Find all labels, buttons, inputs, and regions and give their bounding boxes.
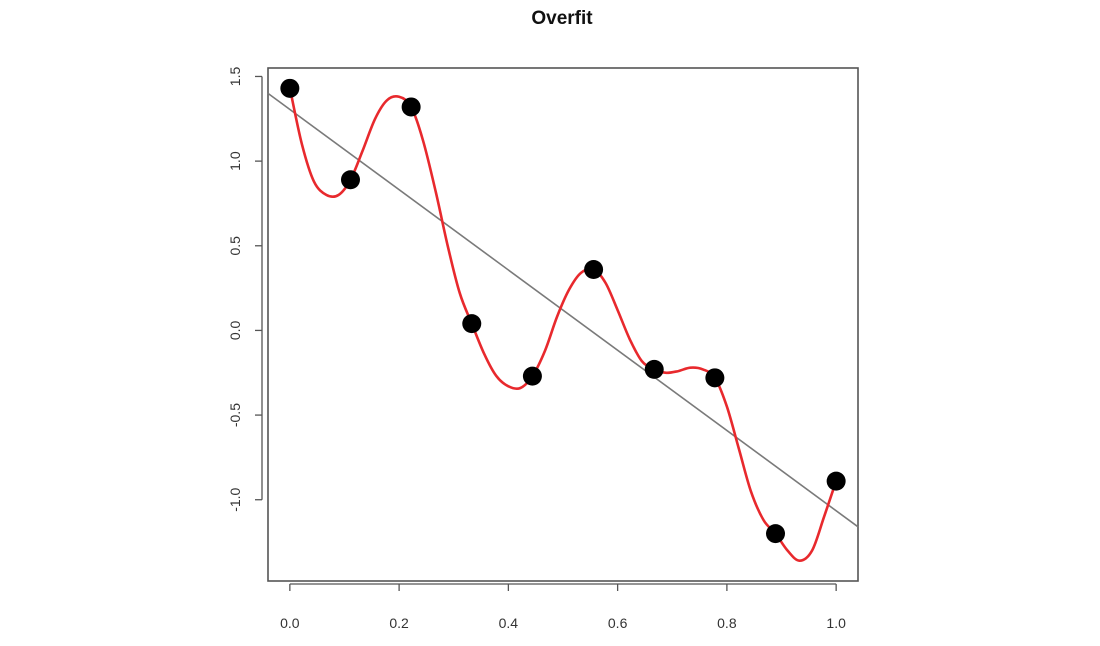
y-tick-label: 0.5 [227,236,243,256]
data-point [340,170,360,190]
data-point [705,368,725,388]
data-point [644,359,664,379]
x-tick-label: 0.0 [280,615,300,631]
x-tick-label: 0.4 [499,615,519,631]
x-tick-label: 0.2 [389,615,409,631]
chart-title: Overfit [531,8,593,29]
y-tick-label: 0.0 [227,320,243,340]
plot-frame [267,67,859,582]
linear-fit-line [267,92,859,528]
x-tick-label: 1.0 [826,615,846,631]
data-point [401,97,421,117]
data-point [584,259,604,279]
data-point [826,471,846,491]
x-tick-label: 0.6 [608,615,628,631]
y-tick-label: 1.5 [227,67,243,87]
interpolating-curve-layer [288,87,838,562]
y-tick-label: -0.5 [227,403,243,427]
data-point [280,78,300,98]
axes: 0.0 0.2 0.4 0.6 0.8 1.0 -1.0 -0.5 0.0 0.5 1.0 1.5 [227,67,846,631]
y-tick-label: -1.0 [227,487,243,511]
x-tick-label: 0.8 [717,615,737,631]
y-tick-label: 1.0 [227,151,243,171]
data-point [522,366,542,386]
data-point [462,314,482,334]
interpolating-curve [288,87,838,562]
data-points-layer [280,78,846,544]
data-point [766,524,786,544]
linear-fit-line-layer [267,92,859,528]
